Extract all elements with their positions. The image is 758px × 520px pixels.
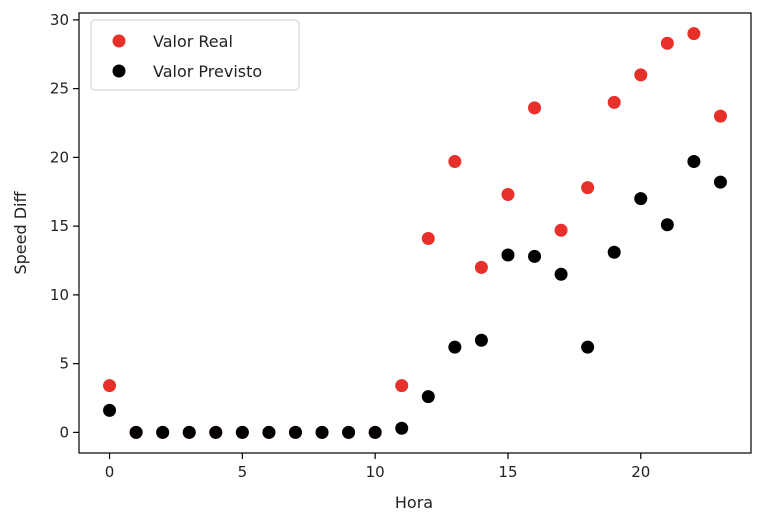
y-tick-label: 10 (50, 286, 69, 304)
data-point (235, 425, 249, 439)
data-point (687, 27, 701, 41)
series-1 (103, 155, 727, 439)
y-tick-label: 0 (59, 423, 69, 441)
data-point (501, 188, 515, 201)
data-point (607, 245, 621, 259)
y-tick-label: 5 (59, 355, 69, 373)
data-point (448, 155, 462, 168)
legend-marker (112, 34, 126, 48)
data-point (474, 333, 488, 347)
x-tick-label: 15 (498, 463, 517, 481)
data-point (103, 403, 117, 417)
x-tick-label: 10 (366, 463, 385, 481)
data-point (554, 267, 568, 281)
data-point (687, 155, 701, 168)
data-point (103, 379, 117, 393)
data-point (528, 249, 542, 263)
legend: Valor Real Valor Previsto (90, 19, 300, 91)
data-point (156, 425, 170, 439)
data-point (581, 340, 595, 354)
legend-label: Valor Real (153, 32, 233, 51)
y-axis-ticks: 0 5 10 15 20 25 30 (50, 11, 79, 441)
y-tick-label: 30 (50, 11, 69, 29)
data-point (607, 95, 621, 109)
y-axis-label: Speed Diff (11, 191, 30, 275)
plot-frame (78, 12, 752, 454)
data-point (209, 425, 223, 439)
data-point (395, 421, 409, 435)
data-point (713, 109, 727, 123)
data-point (660, 218, 674, 232)
data-point (315, 425, 329, 439)
data-point (713, 175, 727, 189)
data-point (342, 425, 356, 439)
x-axis-ticks: 0 5 10 15 20 (105, 453, 650, 481)
plot-area (78, 12, 752, 454)
data-point (528, 101, 542, 115)
y-tick-label: 15 (50, 217, 69, 235)
data-point (660, 36, 674, 50)
x-tick-label: 20 (631, 463, 650, 481)
data-point (395, 379, 409, 393)
data-point (554, 223, 568, 237)
legend-box (90, 19, 300, 91)
data-point (634, 68, 648, 82)
data-point (448, 340, 462, 354)
data-point (634, 192, 648, 206)
data-point (474, 260, 488, 274)
data-point (182, 425, 196, 439)
data-point (421, 232, 435, 245)
data-point (262, 425, 276, 439)
x-axis-label: Hora (395, 493, 433, 512)
x-tick-label: 5 (238, 463, 248, 481)
data-point (368, 425, 382, 439)
legend-marker (112, 64, 126, 78)
data-point (288, 425, 302, 439)
data-point (501, 248, 515, 262)
legend-label: Valor Previsto (153, 62, 262, 81)
data-point (581, 181, 595, 195)
y-tick-label: 20 (50, 148, 69, 166)
data-point (129, 425, 143, 439)
data-point (421, 390, 435, 404)
y-tick-label: 25 (50, 80, 69, 98)
x-tick-label: 0 (105, 463, 115, 481)
data-points (103, 27, 727, 439)
